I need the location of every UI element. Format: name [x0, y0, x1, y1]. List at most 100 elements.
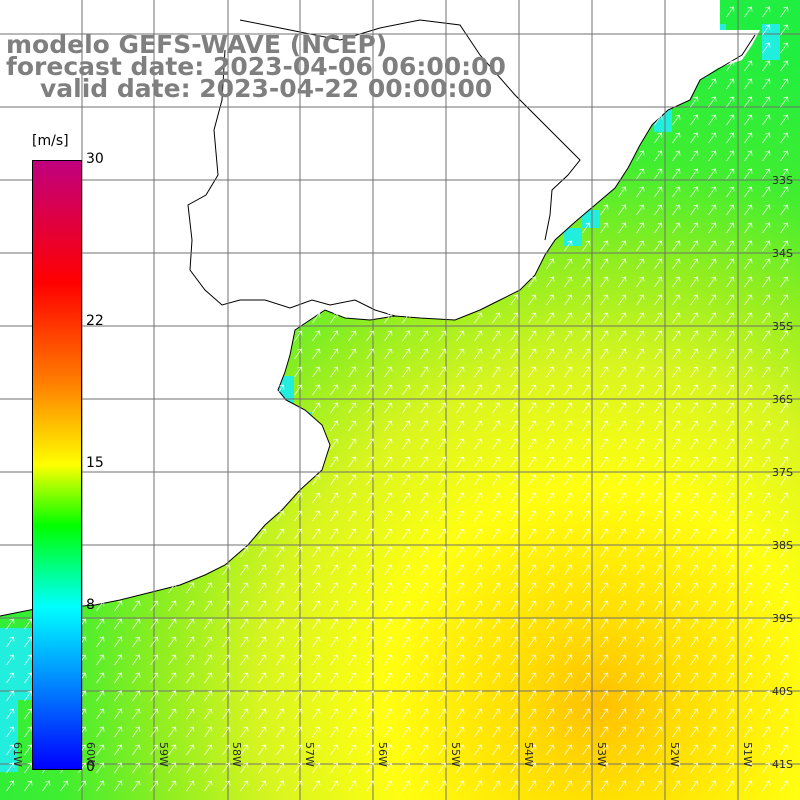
wind-arrow — [672, 312, 681, 324]
wind-arrow — [438, 330, 447, 342]
wind-arrow — [654, 276, 663, 288]
wind-arrow — [636, 690, 645, 702]
wind-arrow — [564, 582, 573, 594]
wind-arrow — [240, 546, 249, 558]
wind-arrow — [114, 780, 123, 792]
wind-arrow — [708, 438, 717, 450]
wind-arrow — [780, 492, 789, 504]
wind-arrow — [708, 654, 717, 666]
wind-arrow — [222, 726, 231, 738]
wind-arrow — [672, 618, 681, 630]
wind-arrow — [654, 474, 663, 486]
wind-arrow — [510, 492, 519, 504]
wind-arrow — [420, 366, 429, 378]
wind-arrow — [222, 708, 231, 720]
wind-arrow — [348, 762, 357, 774]
wind-arrow — [546, 510, 555, 522]
wind-arrow — [366, 348, 375, 360]
wind-arrow — [636, 240, 645, 252]
wind-arrow — [492, 528, 501, 540]
wind-arrow — [672, 654, 681, 666]
wind-arrow — [672, 474, 681, 486]
longitude-label: 53W — [595, 742, 608, 767]
wind-arrow — [402, 474, 411, 486]
wind-arrow — [600, 762, 609, 774]
wind-arrow — [168, 654, 177, 666]
wind-arrow — [762, 546, 771, 558]
wind-arrow — [528, 510, 537, 522]
wind-arrow — [474, 348, 483, 360]
wind-arrow — [672, 132, 681, 144]
wind-arrow — [654, 204, 663, 216]
wind-arrow — [564, 384, 573, 396]
wind-arrow — [708, 744, 717, 756]
wind-arrow — [420, 654, 429, 666]
wind-arrow — [546, 600, 555, 612]
wind-arrow — [312, 312, 321, 324]
wind-arrow — [168, 636, 177, 648]
wind-arrow — [726, 636, 735, 648]
wind-arrow — [582, 420, 591, 432]
wind-arrow — [366, 366, 375, 378]
wind-arrow — [6, 672, 15, 684]
wind-arrow — [780, 204, 789, 216]
wind-arrow — [312, 528, 321, 540]
wind-arrow — [150, 708, 159, 720]
wind-arrow — [780, 150, 789, 162]
wind-arrow — [348, 474, 357, 486]
wind-arrow — [672, 600, 681, 612]
wind-arrow — [708, 78, 717, 90]
wind-arrow — [150, 618, 159, 630]
wind-arrow — [564, 420, 573, 432]
wind-arrow — [528, 474, 537, 486]
wind-arrow — [276, 582, 285, 594]
wind-arrow — [204, 726, 213, 738]
wind-arrow — [402, 402, 411, 414]
wind-arrow — [546, 744, 555, 756]
wind-arrow — [24, 744, 33, 756]
wind-arrow — [726, 708, 735, 720]
wind-arrow — [744, 384, 753, 396]
wind-arrow — [24, 618, 33, 630]
wind-arrow — [690, 582, 699, 594]
wind-arrow — [690, 654, 699, 666]
wind-arrow — [366, 708, 375, 720]
wind-arrow — [294, 582, 303, 594]
wind-arrow — [186, 780, 195, 792]
wind-arrow — [726, 114, 735, 126]
wind-arrow — [744, 654, 753, 666]
wind-arrow — [492, 780, 501, 792]
wind-arrow — [672, 258, 681, 270]
wind-arrow — [366, 564, 375, 576]
longitude-label: 60W — [84, 742, 97, 767]
wind-arrow — [456, 330, 465, 342]
wind-arrow — [528, 528, 537, 540]
wind-arrow — [780, 672, 789, 684]
latitude-label: 39S — [772, 612, 793, 625]
wind-arrow — [276, 690, 285, 702]
wind-arrow — [726, 654, 735, 666]
wind-arrow — [636, 654, 645, 666]
wind-arrow — [672, 222, 681, 234]
wind-arrow — [582, 582, 591, 594]
wind-arrow — [348, 654, 357, 666]
wind-arrow — [348, 330, 357, 342]
wind-arrow — [240, 690, 249, 702]
wind-arrow — [528, 492, 537, 504]
wind-arrow — [420, 672, 429, 684]
wind-arrow — [600, 618, 609, 630]
wind-arrow — [690, 474, 699, 486]
wind-arrow — [492, 654, 501, 666]
wind-arrow — [690, 132, 699, 144]
wind-arrow — [708, 276, 717, 288]
wind-arrow — [456, 726, 465, 738]
wind-arrow — [258, 726, 267, 738]
wind-arrow — [420, 492, 429, 504]
wind-arrow — [726, 618, 735, 630]
wind-arrow — [456, 708, 465, 720]
wind-arrow — [726, 240, 735, 252]
wind-arrow — [312, 330, 321, 342]
wind-arrow — [330, 600, 339, 612]
wind-arrow — [636, 420, 645, 432]
wind-arrow — [474, 456, 483, 468]
